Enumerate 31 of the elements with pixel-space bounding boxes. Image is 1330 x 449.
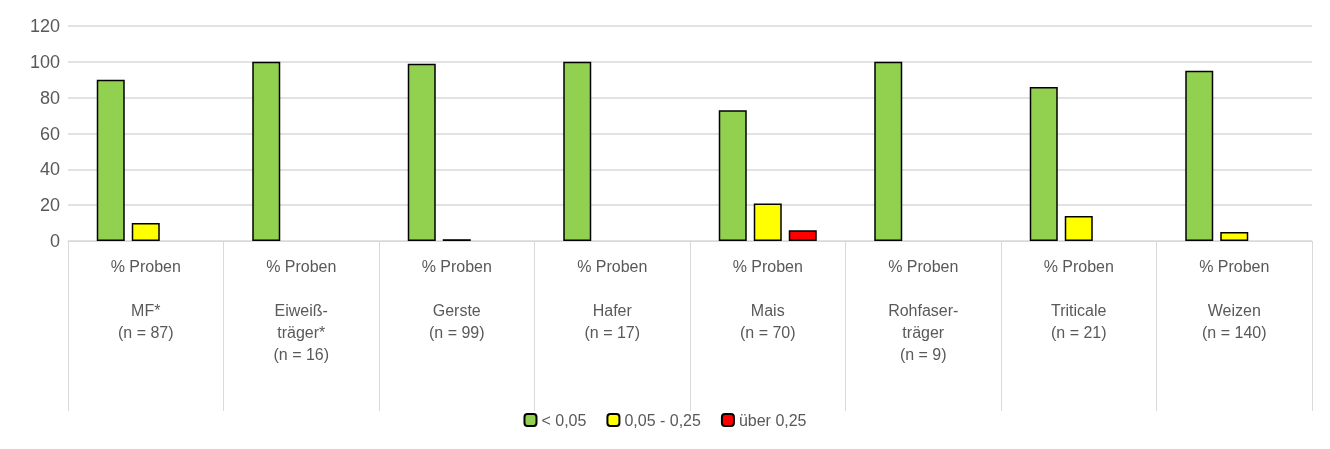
y-tick-label: 100 bbox=[29, 51, 60, 72]
y-tick-label: 60 bbox=[39, 123, 60, 144]
legend-label: 0,05 - 0,25 bbox=[624, 411, 702, 429]
bar bbox=[563, 61, 592, 241]
bar bbox=[1064, 215, 1093, 241]
bar bbox=[407, 63, 436, 241]
bar bbox=[753, 203, 782, 241]
category-label: % Proben Rohfaser- träger (n = 9) bbox=[888, 257, 959, 363]
legend-label: < 0,05 bbox=[541, 411, 587, 429]
bar bbox=[874, 61, 903, 241]
category-label: % Proben Mais (n = 70) bbox=[732, 257, 803, 341]
y-tick-label: 80 bbox=[39, 87, 60, 108]
bar bbox=[131, 223, 160, 241]
bar bbox=[788, 230, 817, 241]
y-tick-label: 120 bbox=[29, 16, 60, 36]
y-tick-label: 20 bbox=[39, 195, 60, 216]
bar bbox=[1029, 86, 1058, 241]
category-label: % Proben Gerste (n = 99) bbox=[421, 257, 492, 341]
bar bbox=[252, 61, 281, 241]
category-label: % Proben Eiweiß- träger* (n = 16) bbox=[266, 257, 337, 363]
category-label: % Proben Weizen (n = 140) bbox=[1199, 257, 1270, 341]
y-tick-label: 40 bbox=[39, 159, 60, 180]
category-label: % Proben Hafer (n = 17) bbox=[577, 257, 648, 341]
bar bbox=[1220, 232, 1249, 241]
bar bbox=[96, 79, 125, 241]
category-label: % Proben Triticale (n = 21) bbox=[1043, 257, 1114, 341]
legend-label: über 0,25 bbox=[738, 411, 807, 429]
y-tick-label: 0 bbox=[49, 231, 60, 251]
bar bbox=[1185, 70, 1214, 241]
category-label: % Proben MF* (n = 87) bbox=[110, 257, 181, 341]
bar bbox=[718, 110, 747, 241]
